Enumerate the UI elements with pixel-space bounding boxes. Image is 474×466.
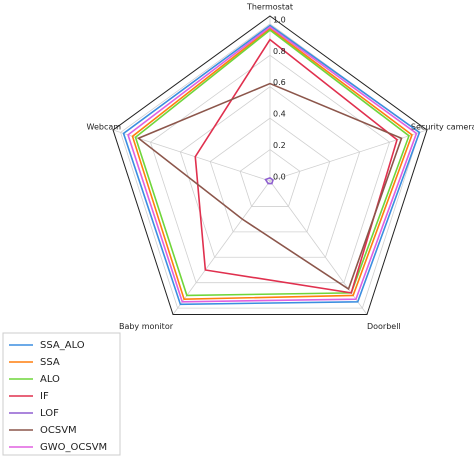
grid-spoke [269, 129, 428, 182]
legend-box [2, 332, 121, 456]
category-label: Doorbell [367, 322, 401, 331]
category-label: Baby monitor [119, 322, 174, 331]
legend-label: ALO [40, 374, 60, 385]
r-tick-label: 0.2 [273, 141, 286, 150]
grid-spoke [172, 180, 271, 315]
legend-label: GWO_OCSVM [40, 442, 107, 453]
series-line [134, 29, 410, 297]
grid-ring [239, 149, 301, 207]
grid-ring [209, 117, 331, 233]
series-line [194, 38, 398, 294]
r-tick-label: 0.4 [273, 110, 286, 119]
legend: SSA_ALO SSA ALO IF LOF OCSVM GWO_OCSVM [2, 332, 121, 456]
r-tick-label: 0.0 [273, 173, 286, 182]
series-line [264, 176, 274, 185]
legend-label: OCSVM [40, 425, 77, 436]
category-label: Webcam [87, 123, 122, 132]
frame [112, 15, 428, 315]
legend-label: SSA_ALO [40, 340, 85, 351]
legend-label: IF [40, 391, 49, 402]
legend-label: LOF [40, 408, 59, 419]
labels: 0.0 0.2 0.4 0.6 0.8 1.0 Thermostat Security cam… [87, 3, 474, 331]
series-line [136, 82, 403, 291]
grid-ring [149, 54, 391, 284]
series-line [122, 24, 421, 306]
grid [112, 15, 428, 315]
series-line [127, 26, 418, 303]
r-tick-label: 0.8 [273, 47, 286, 56]
legend-label: SSA [40, 357, 60, 368]
series-line [131, 27, 413, 301]
r-tick-label: 0.6 [273, 78, 286, 87]
r-tick-label: 1.0 [273, 15, 286, 24]
plot [122, 24, 421, 306]
grid-ring [179, 86, 361, 258]
category-label: Security camera [411, 123, 474, 132]
category-label: Thermostat [246, 3, 293, 12]
